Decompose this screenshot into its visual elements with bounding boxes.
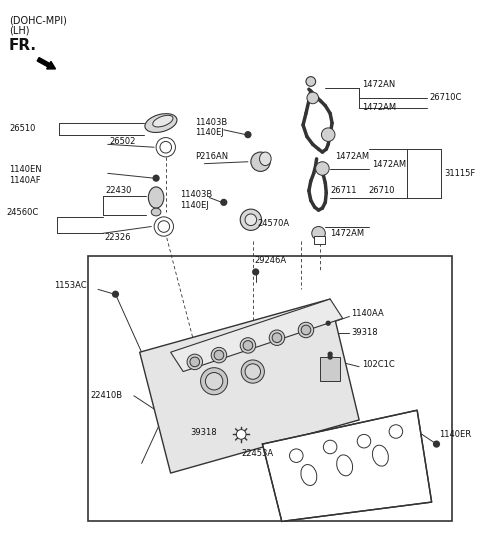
Text: 22326: 22326: [105, 233, 132, 242]
Ellipse shape: [306, 76, 316, 86]
Circle shape: [328, 355, 332, 359]
Circle shape: [154, 217, 173, 236]
Circle shape: [245, 132, 251, 138]
Polygon shape: [140, 299, 359, 473]
Text: 1140EJ: 1140EJ: [180, 201, 209, 210]
Circle shape: [357, 434, 371, 448]
Circle shape: [253, 269, 259, 275]
Circle shape: [322, 128, 335, 141]
Circle shape: [153, 175, 159, 181]
FancyArrow shape: [37, 57, 56, 69]
Circle shape: [307, 92, 319, 104]
Text: 26710: 26710: [369, 186, 396, 195]
Text: (LH): (LH): [9, 25, 30, 35]
Polygon shape: [263, 410, 432, 521]
Circle shape: [269, 330, 285, 345]
Bar: [321, 357, 340, 381]
Ellipse shape: [145, 114, 177, 132]
Circle shape: [243, 340, 253, 350]
Ellipse shape: [260, 152, 271, 166]
Text: 24560C: 24560C: [6, 208, 38, 216]
Circle shape: [156, 138, 175, 157]
Text: (DOHC-MPI): (DOHC-MPI): [9, 16, 67, 25]
Ellipse shape: [251, 152, 270, 171]
Circle shape: [433, 441, 439, 447]
Bar: [88, 255, 452, 521]
Text: 1140AF: 1140AF: [9, 176, 41, 185]
Circle shape: [241, 360, 264, 383]
Ellipse shape: [153, 115, 173, 127]
Text: 39318: 39318: [190, 428, 216, 437]
Text: 1472AM: 1472AM: [362, 103, 396, 112]
Text: 26711: 26711: [330, 186, 357, 195]
Text: 1472AM: 1472AM: [372, 160, 406, 169]
Circle shape: [214, 350, 224, 360]
Circle shape: [240, 338, 256, 353]
Circle shape: [160, 141, 171, 153]
Ellipse shape: [151, 208, 161, 216]
Circle shape: [158, 221, 169, 233]
Text: FR.: FR.: [9, 38, 37, 53]
Circle shape: [113, 291, 119, 297]
Circle shape: [205, 372, 223, 390]
Circle shape: [301, 325, 311, 335]
Circle shape: [272, 333, 282, 343]
Text: 1140ER: 1140ER: [439, 430, 471, 439]
Circle shape: [289, 449, 303, 462]
Text: 22453A: 22453A: [241, 449, 273, 458]
Circle shape: [312, 227, 325, 240]
Bar: [314, 236, 325, 244]
Text: 102C1C: 102C1C: [362, 360, 395, 369]
Text: 26510: 26510: [9, 124, 36, 133]
Circle shape: [389, 425, 403, 438]
Ellipse shape: [336, 455, 353, 476]
Text: 1472AN: 1472AN: [362, 80, 396, 89]
Text: 39318: 39318: [351, 328, 378, 337]
Circle shape: [201, 367, 228, 395]
Text: 1140AA: 1140AA: [351, 309, 384, 318]
Text: P216AN: P216AN: [195, 152, 228, 162]
Text: 31115F: 31115F: [444, 169, 476, 178]
Circle shape: [211, 347, 227, 363]
Circle shape: [236, 430, 246, 439]
Ellipse shape: [240, 209, 262, 230]
Text: 24570A: 24570A: [258, 219, 290, 228]
Text: 26710C: 26710C: [430, 93, 462, 102]
Ellipse shape: [301, 464, 317, 486]
Text: 11403B: 11403B: [180, 190, 213, 199]
Circle shape: [245, 364, 261, 379]
Text: 1472AM: 1472AM: [330, 229, 364, 238]
Ellipse shape: [148, 187, 164, 208]
Text: 22410B: 22410B: [90, 391, 122, 400]
Text: 1140EN: 1140EN: [9, 165, 42, 174]
Text: 26502: 26502: [110, 137, 136, 146]
Circle shape: [326, 321, 330, 325]
Circle shape: [298, 322, 314, 338]
Text: 1472AM: 1472AM: [335, 152, 369, 162]
Circle shape: [190, 357, 200, 367]
Circle shape: [221, 199, 227, 205]
Ellipse shape: [245, 214, 257, 225]
Circle shape: [328, 352, 332, 356]
Text: 11403B: 11403B: [195, 118, 227, 127]
Circle shape: [324, 440, 337, 454]
Ellipse shape: [372, 445, 388, 466]
Text: 1140EJ: 1140EJ: [195, 128, 224, 137]
Text: 29246A: 29246A: [255, 256, 287, 265]
Polygon shape: [170, 299, 343, 372]
Circle shape: [187, 354, 203, 370]
Circle shape: [316, 162, 329, 175]
Text: 1153AC: 1153AC: [55, 281, 87, 290]
Text: 22430: 22430: [106, 186, 132, 195]
